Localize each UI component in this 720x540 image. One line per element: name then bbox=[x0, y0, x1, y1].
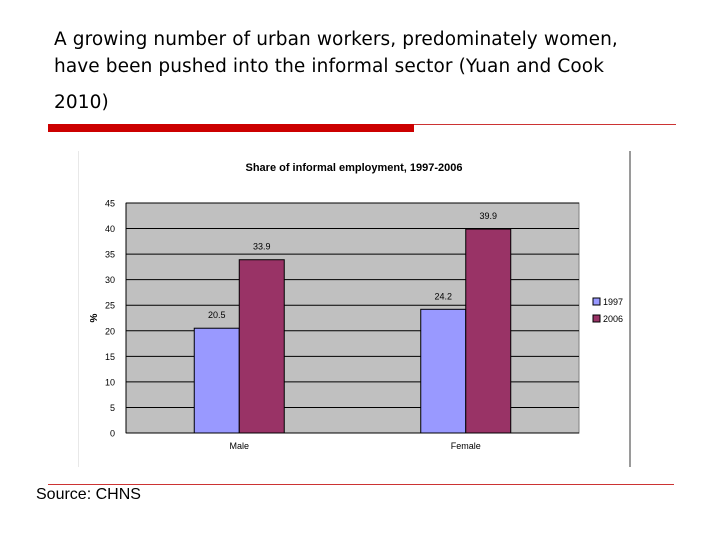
slide-title: A growing number of urban workers, predo… bbox=[54, 26, 694, 116]
chart-title: Share of informal employment, 1997-2006 bbox=[245, 162, 462, 174]
y-tick-label: 0 bbox=[110, 429, 115, 439]
x-tick-label: Male bbox=[229, 441, 249, 451]
y-tick-label: 20 bbox=[105, 326, 115, 336]
legend-swatch-2006 bbox=[592, 314, 601, 323]
footer-rule bbox=[48, 484, 674, 485]
x-tick-label: Female bbox=[451, 441, 481, 451]
bar-2006-female bbox=[465, 228, 512, 434]
source-note: Source: CHNS bbox=[36, 486, 141, 503]
divider-rule bbox=[414, 124, 676, 125]
y-tick-label: 40 bbox=[105, 224, 115, 234]
data-label: 24.2 bbox=[434, 291, 452, 301]
informal-employment-chart: 0 5 10 15 20 25 30 35 40 45% Share of informal emp… bbox=[89, 162, 623, 451]
bar-1997-female bbox=[420, 308, 467, 434]
y-tick-label: 10 bbox=[105, 377, 115, 387]
y-tick-label: 30 bbox=[105, 275, 115, 285]
data-label: 20.5 bbox=[208, 310, 226, 320]
data-label: 33.9 bbox=[253, 242, 271, 252]
title-line-3: 2010) bbox=[54, 92, 109, 113]
y-tick-label: 5 bbox=[110, 403, 115, 413]
y-axis-label: % bbox=[89, 313, 100, 322]
legend-label-1997: 1997 bbox=[603, 297, 623, 307]
title-line-1: A growing number of urban workers, predo… bbox=[54, 29, 618, 50]
accent-rule bbox=[48, 124, 414, 132]
y-tick-label: 35 bbox=[105, 250, 115, 260]
y-tick-label: 25 bbox=[105, 301, 115, 311]
y-tick-label: 15 bbox=[105, 352, 115, 362]
title-line-2: have been pushed into the informal secto… bbox=[54, 56, 605, 77]
legend-swatch-1997 bbox=[592, 297, 601, 306]
data-label: 39.9 bbox=[479, 211, 497, 221]
bar-2006-male bbox=[238, 259, 285, 434]
y-tick-label: 45 bbox=[105, 199, 115, 209]
chart-frame: 0 5 10 15 20 25 30 35 40 45% Share of informal emp… bbox=[78, 151, 631, 467]
bar-1997-male bbox=[193, 327, 240, 434]
legend-label-2006: 2006 bbox=[603, 314, 623, 324]
